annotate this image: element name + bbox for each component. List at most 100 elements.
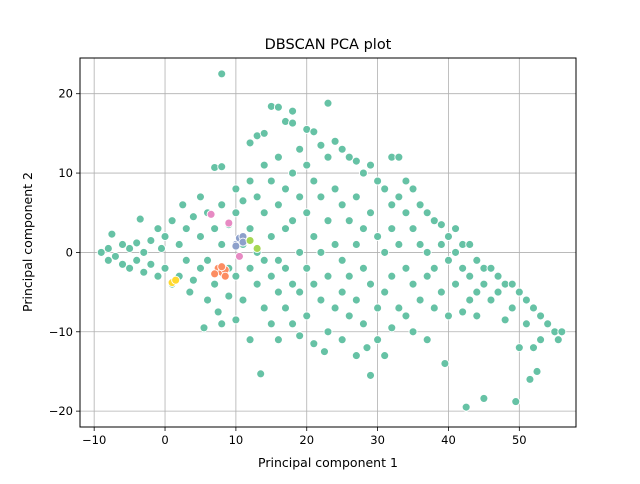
scatter-point bbox=[521, 319, 531, 329]
scatter-point bbox=[351, 156, 361, 166]
scatter-point bbox=[309, 176, 319, 186]
scatter-point bbox=[160, 232, 170, 241]
scatter-point bbox=[394, 152, 404, 162]
scatter-point bbox=[543, 319, 553, 329]
scatter-point bbox=[429, 303, 439, 313]
scatter-point bbox=[153, 271, 163, 281]
x-tick-label: 50 bbox=[512, 433, 527, 447]
scatter-point bbox=[429, 263, 439, 273]
scatter-point bbox=[507, 303, 517, 313]
scatter-point bbox=[316, 247, 326, 257]
scatter-point bbox=[351, 240, 361, 249]
scatter-point bbox=[273, 287, 283, 297]
x-tick-label: 40 bbox=[441, 433, 456, 447]
scatter-point bbox=[387, 224, 397, 234]
y-tick-label: 0 bbox=[66, 245, 73, 259]
scatter-point bbox=[302, 263, 312, 273]
scatter-point bbox=[217, 262, 227, 272]
scatter-point bbox=[358, 168, 368, 178]
scatter-point bbox=[309, 279, 319, 289]
y-tick-label: 20 bbox=[58, 87, 73, 101]
scatter-point bbox=[401, 311, 411, 321]
scatter-point bbox=[153, 224, 163, 234]
data-points bbox=[96, 69, 567, 412]
scatter-point bbox=[358, 263, 368, 273]
y-tick-label: 10 bbox=[58, 166, 73, 180]
scatter-point bbox=[380, 351, 390, 361]
scatter-point bbox=[196, 263, 205, 273]
scatter-point bbox=[444, 255, 453, 265]
scatter-point bbox=[188, 275, 198, 285]
scatter-point bbox=[266, 271, 276, 281]
scatter-point bbox=[337, 335, 347, 345]
scatter-point bbox=[479, 393, 489, 403]
scatter-point bbox=[351, 192, 361, 202]
scatter-point bbox=[259, 208, 269, 218]
scatter-point bbox=[302, 311, 312, 321]
x-tick-label: −10 bbox=[82, 433, 106, 447]
x-tick-label: 30 bbox=[370, 433, 385, 447]
y-axis-label: Principal component 2 bbox=[20, 172, 35, 312]
scatter-point bbox=[330, 240, 340, 249]
scatter-point bbox=[330, 136, 340, 146]
scatter-point bbox=[380, 287, 390, 297]
scatter-point bbox=[493, 287, 503, 297]
scatter-point bbox=[266, 319, 276, 329]
scatter-point bbox=[458, 307, 468, 317]
scatter-point bbox=[259, 128, 269, 138]
scatter-point bbox=[351, 351, 361, 361]
scatter-point bbox=[557, 327, 567, 337]
scatter-point bbox=[493, 271, 503, 281]
scatter-point bbox=[252, 192, 262, 202]
scatter-point bbox=[273, 255, 283, 265]
scatter-point bbox=[362, 343, 372, 353]
scatter-point bbox=[96, 247, 106, 257]
scatter-point bbox=[479, 279, 489, 289]
scatter-point bbox=[157, 244, 166, 253]
scatter-point bbox=[217, 162, 227, 172]
scatter-point bbox=[231, 315, 241, 325]
scatter-point bbox=[465, 295, 475, 305]
scatter-point bbox=[472, 311, 482, 321]
scatter-point bbox=[118, 240, 127, 249]
scatter-point bbox=[273, 152, 283, 162]
scatter-point bbox=[451, 224, 460, 234]
scatter-point bbox=[316, 192, 326, 202]
scatter-point bbox=[302, 208, 312, 218]
scatter-point bbox=[521, 295, 531, 305]
scatter-point bbox=[408, 279, 418, 289]
scatter-point bbox=[196, 192, 205, 202]
scatter-point bbox=[415, 200, 425, 210]
scatter-point bbox=[281, 117, 290, 126]
x-tick-label: 20 bbox=[299, 433, 314, 447]
scatter-point bbox=[125, 244, 135, 253]
scatter-point bbox=[281, 184, 290, 194]
scatter-point bbox=[259, 160, 269, 170]
scatter-point bbox=[458, 263, 468, 273]
scatter-point bbox=[401, 263, 411, 273]
scatter-point bbox=[465, 240, 475, 249]
scatter-point bbox=[444, 232, 453, 241]
scatter-point bbox=[373, 335, 383, 345]
scatter-point bbox=[429, 216, 439, 226]
scatter-point bbox=[252, 279, 262, 289]
scatter-point bbox=[309, 339, 319, 349]
scatter-point bbox=[532, 367, 542, 376]
scatter-point bbox=[281, 224, 290, 234]
x-axis-label: Principal component 1 bbox=[258, 455, 398, 470]
scatter-point bbox=[295, 331, 305, 341]
scatter-point bbox=[266, 232, 276, 241]
scatter-point bbox=[167, 216, 177, 226]
scatter-point bbox=[185, 287, 195, 297]
scatter-point bbox=[295, 287, 305, 297]
scatter-point bbox=[288, 118, 298, 128]
scatter-point bbox=[422, 335, 432, 345]
scatter-point bbox=[281, 263, 290, 273]
scatter-point bbox=[337, 287, 347, 297]
chart-title: DBSCAN PCA plot bbox=[265, 37, 392, 53]
scatter-point bbox=[224, 218, 234, 228]
scatter-point bbox=[344, 311, 354, 321]
scatter-point bbox=[132, 238, 142, 248]
scatter-point bbox=[288, 279, 298, 289]
scatter-point bbox=[358, 319, 368, 329]
